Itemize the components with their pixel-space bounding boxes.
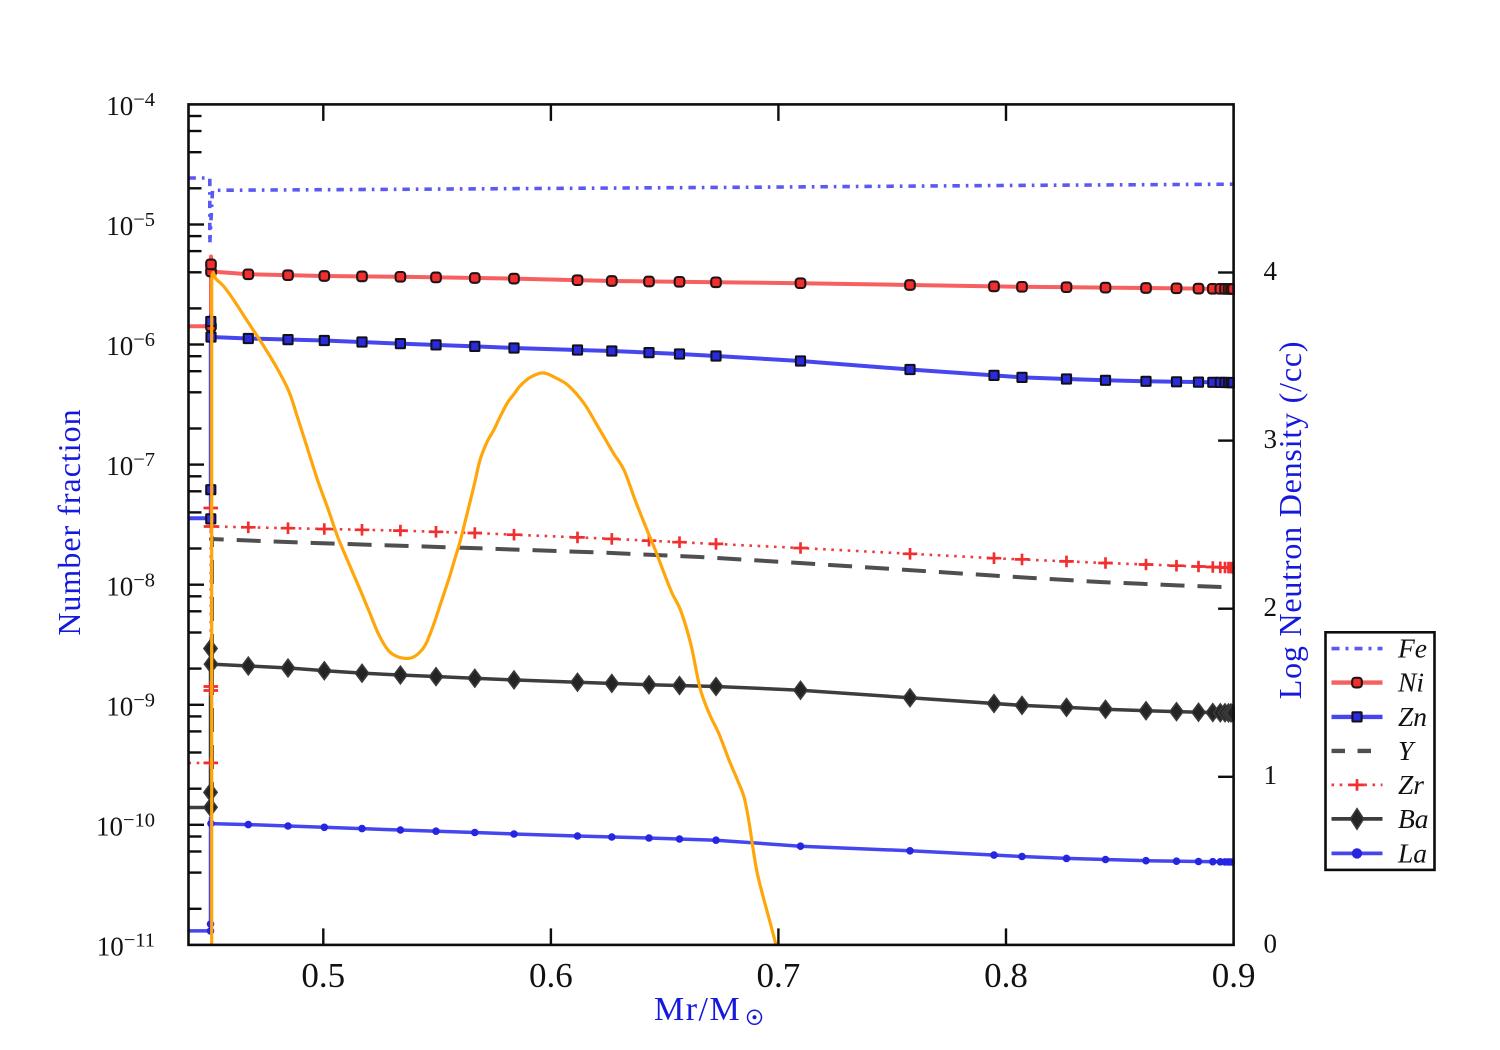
svg-text:Y: Y bbox=[1398, 735, 1416, 766]
svg-text:0: 0 bbox=[1264, 928, 1278, 958]
svg-text:1: 1 bbox=[1264, 760, 1278, 790]
svg-text:Zr: Zr bbox=[1398, 769, 1424, 800]
svg-text:Fe: Fe bbox=[1397, 633, 1427, 664]
svg-text:Log Neutron Density (/cc): Log Neutron Density (/cc) bbox=[1272, 341, 1308, 700]
svg-text:0.5: 0.5 bbox=[301, 956, 345, 995]
svg-text:0.8: 0.8 bbox=[984, 956, 1028, 995]
svg-text:Ba: Ba bbox=[1398, 803, 1429, 834]
svg-text:0.6: 0.6 bbox=[529, 956, 573, 995]
svg-text:0.9: 0.9 bbox=[1212, 956, 1256, 995]
svg-text:Ni: Ni bbox=[1397, 667, 1424, 698]
svg-text:0.7: 0.7 bbox=[757, 956, 801, 995]
svg-text:4: 4 bbox=[1264, 256, 1278, 286]
svg-text:Mr/M: Mr/M bbox=[654, 991, 741, 1028]
svg-text:Number fraction: Number fraction bbox=[51, 408, 87, 635]
svg-text:2: 2 bbox=[1264, 592, 1278, 622]
svg-text:La: La bbox=[1397, 837, 1427, 868]
svg-text:Zn: Zn bbox=[1398, 701, 1427, 732]
svg-text:3: 3 bbox=[1264, 424, 1278, 454]
